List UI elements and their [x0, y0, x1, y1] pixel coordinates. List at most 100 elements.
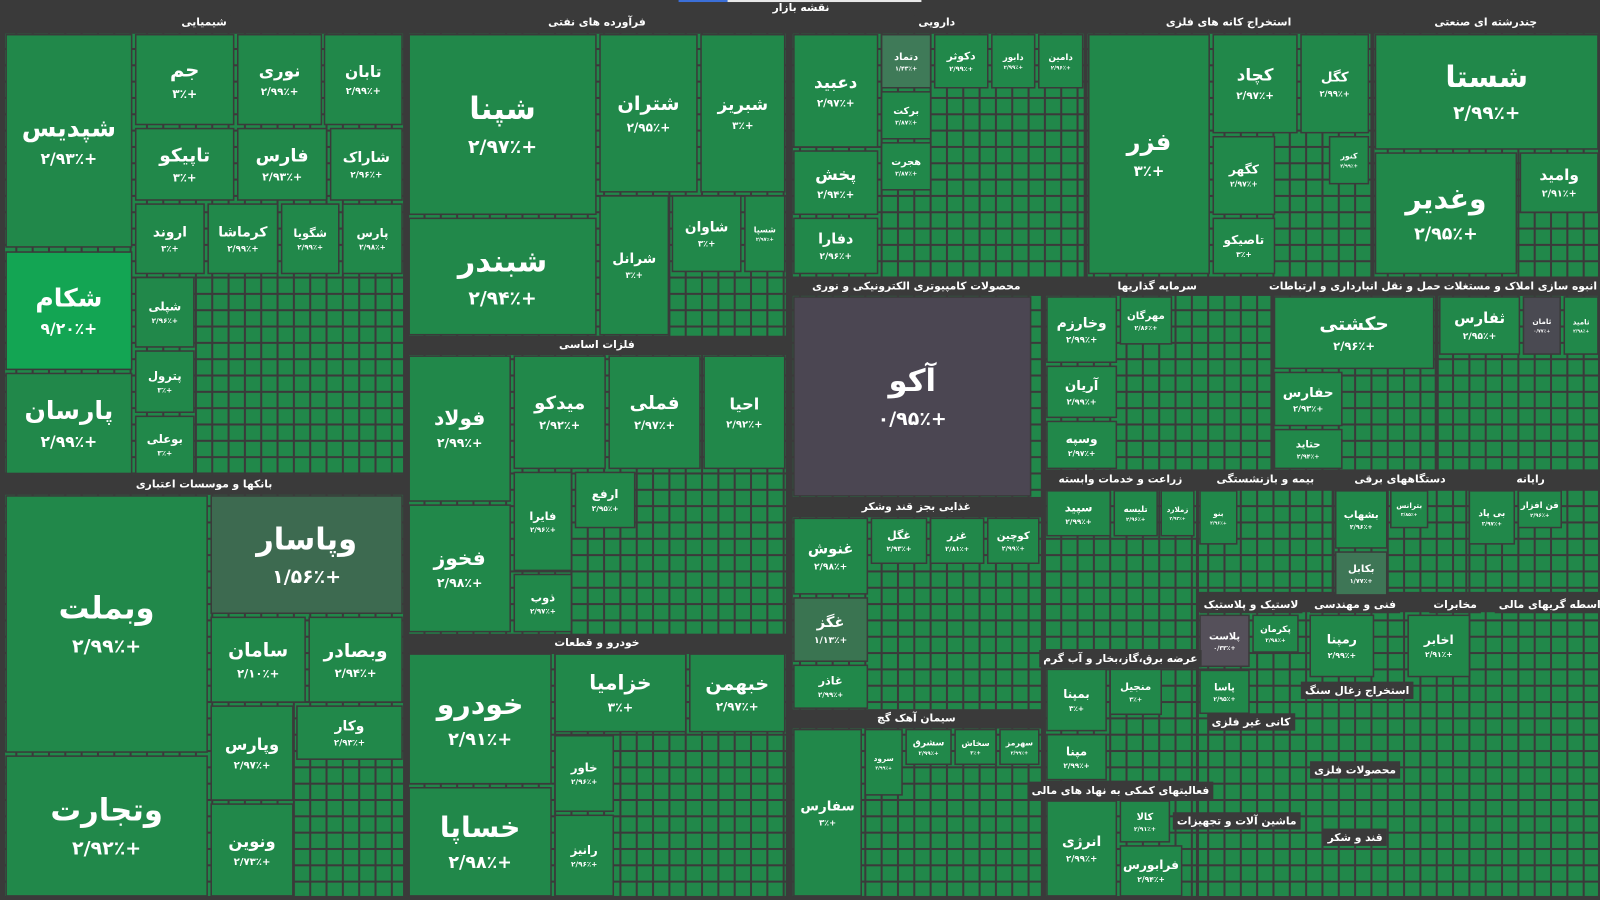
tile-change: +۲/۹۷٪ [1482, 522, 1503, 528]
tile-change: +۲/۸۵٪ [1401, 512, 1418, 518]
sector-header-bg [1199, 595, 1303, 614]
tile-name: ثفارس [1454, 309, 1505, 327]
tile [1119, 845, 1183, 897]
tile-name: پارسان [24, 396, 113, 425]
tile-change: +۲/۹۶٪ [1350, 524, 1373, 531]
tile-change: +۳٪ [608, 699, 634, 714]
tile-name: پترول [148, 369, 182, 384]
tile-name: کرماشا [218, 225, 268, 241]
sector-header-bg [550, 634, 644, 653]
tile [1374, 152, 1518, 275]
tile-change: +۲/۹۹٪ [227, 245, 258, 255]
tile-change: +۲/۱۰٪ [237, 666, 279, 680]
sector-area [1309, 779, 1407, 837]
tile-name: وتجارت [50, 794, 162, 829]
tile-name: فخوز [433, 546, 486, 570]
tile [1273, 296, 1435, 370]
tile-name: دعبید [814, 72, 858, 92]
tile-change: +۲/۹۸٪ [359, 243, 386, 252]
tile-name: تاپیکو [158, 145, 210, 166]
tile-change: +۱/۵۶٪ [272, 566, 341, 588]
tile-name: میدکو [533, 393, 585, 414]
tile-change: +۲/۹۷٪ [716, 700, 759, 714]
sector-header: بیمه و بازنشستگی [1217, 473, 1315, 486]
tile-change: +۲/۹۸٪ [1265, 638, 1286, 644]
tile-name: شپدیس [22, 114, 116, 143]
tile [1517, 490, 1562, 529]
tile-name: شستا [1445, 60, 1528, 95]
tile-change: +۲/۹۹٪ [261, 86, 299, 98]
tile-name: شبریز [717, 94, 768, 115]
sector-header-bg [177, 15, 231, 33]
tile-name: سرود [874, 754, 894, 763]
tile-change: +۲/۹۶٪ [571, 777, 597, 786]
tile-change: +۲/۹۵٪ [627, 120, 671, 134]
tile-change: +۲/۹۹٪ [949, 65, 973, 73]
tile [207, 203, 279, 275]
sector-header-bg [1039, 650, 1202, 668]
tile-name: هجرت [891, 157, 921, 168]
tile-name: منجیل [1120, 682, 1151, 693]
tile [793, 217, 879, 275]
tile-name: سخاش [961, 738, 989, 749]
sector-header-bg [1161, 15, 1296, 33]
sector-header-bg [1212, 471, 1319, 489]
tile-name: شاراک [343, 150, 390, 166]
tile-change: +۲/۷۳٪ [234, 857, 271, 868]
tile [1046, 296, 1118, 364]
tile-name: تلیسه [1124, 505, 1148, 515]
tile-change: +۲/۹۲٪ [539, 419, 580, 432]
sector-area [1309, 846, 1407, 896]
tile-name: وبصادر [323, 641, 388, 662]
tile [608, 355, 701, 470]
tile-name: کچاد [1237, 65, 1274, 86]
tile [986, 517, 1040, 565]
tile-name: اروند [153, 225, 187, 241]
tile-name: وپاسار [254, 522, 357, 557]
tile-change: +۱/۷۷٪ [1350, 578, 1373, 585]
tile [5, 33, 133, 248]
tile [513, 573, 573, 633]
tile [408, 217, 597, 336]
tile-name: وپارس [225, 735, 279, 755]
tile-change: +۲/۹۹٪ [1066, 336, 1097, 346]
tile [342, 203, 403, 275]
tile-name: ذوب [531, 590, 556, 604]
tile [1199, 614, 1250, 668]
tile-change: +۲/۹۹٪ [1004, 65, 1023, 71]
tile-name: بنو [1212, 509, 1224, 518]
tile [210, 803, 294, 897]
tile-change: +۲/۹۹٪ [1340, 164, 1358, 170]
tile-name: غاذر [818, 675, 843, 688]
tile-name: وخارزم [1057, 315, 1107, 331]
tile-name: شاوان [685, 220, 728, 236]
tile [236, 127, 328, 201]
tile-name: اخابر [1423, 633, 1454, 647]
tile [1563, 296, 1599, 355]
tile-change: +۳٪ [157, 449, 172, 458]
tile-name: غنوش [808, 541, 854, 558]
sector-header: غذایی بجز قند وشکر [861, 500, 971, 513]
tile [308, 616, 403, 703]
tile-change: +۲/۹۹٪ [875, 765, 892, 771]
tile-change: +۲/۹۳٪ [1293, 404, 1323, 414]
sector-header: سرمایه گذاریها [1117, 280, 1196, 293]
tile-change: +۳٪ [1129, 696, 1142, 703]
tile [703, 355, 786, 470]
tile [1212, 217, 1276, 275]
sector-header: مخابرات [1433, 598, 1476, 611]
tile-name: سهرمز [1005, 738, 1033, 747]
sector-header: ماشین آلات و تجهیزات [1177, 813, 1297, 827]
tile-name: احیا [730, 394, 760, 413]
sector-header: استخراج کانه های فلزی [1166, 15, 1291, 29]
tile [513, 355, 606, 470]
tile-change: +۲/۹۴٪ [817, 190, 854, 201]
tile-change: +۳٪ [625, 270, 642, 280]
tile [408, 653, 552, 785]
tile-name: فارس [256, 146, 309, 166]
tile-change: +۲/۹۹٪ [1066, 854, 1097, 864]
tile-name: شرانل [612, 251, 656, 267]
tile [210, 616, 306, 703]
tile-name: حفارس [1283, 386, 1334, 401]
tile-name: فایرا [529, 509, 556, 523]
